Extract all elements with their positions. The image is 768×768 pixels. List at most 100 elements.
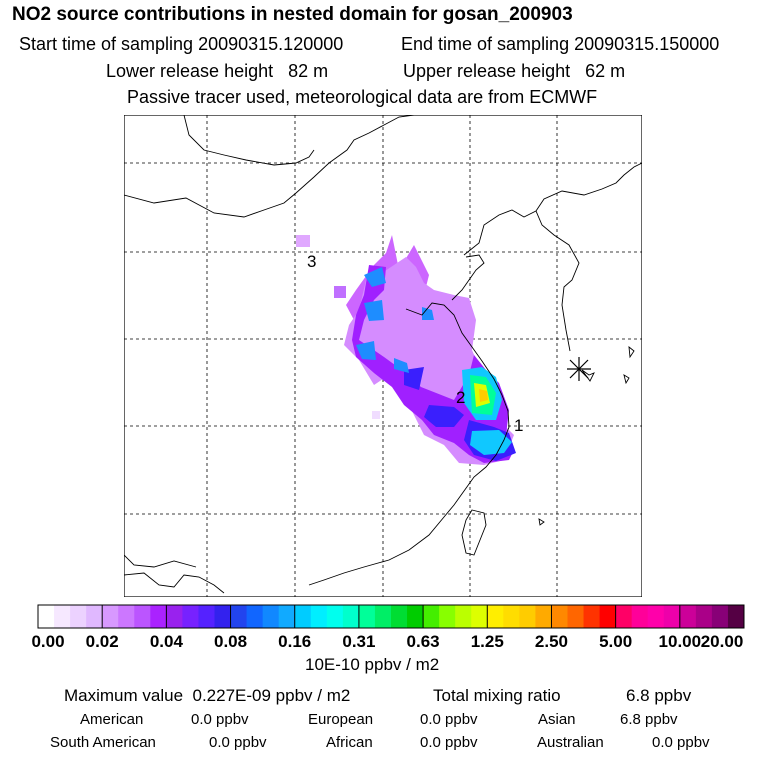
colorbar-cell bbox=[262, 605, 280, 628]
colorbar-tick-label: 20.00 bbox=[700, 632, 744, 651]
upper-label: Upper release height bbox=[403, 61, 571, 81]
upper-value: 62 m bbox=[585, 61, 626, 81]
colorbar-cell bbox=[374, 605, 392, 628]
colorbar-unit: 10E-10 ppbv / m2 bbox=[305, 655, 440, 674]
colorbar-cell bbox=[86, 605, 103, 628]
colorbar-cell bbox=[134, 605, 151, 628]
total-mixing: Total mixing ratio bbox=[433, 686, 561, 706]
colorbar-cell bbox=[679, 605, 697, 628]
colorbar-cell bbox=[471, 605, 488, 628]
colorbar-cell bbox=[166, 605, 183, 628]
colorbar-cell bbox=[118, 605, 135, 628]
colorbar-cell bbox=[391, 605, 408, 628]
colorbar-cell bbox=[615, 605, 633, 628]
colorbar-cell bbox=[358, 605, 376, 628]
colorbar-tick-label: 0.16 bbox=[278, 632, 312, 651]
colorbar-cell bbox=[198, 605, 215, 628]
end-time: End time of sampling 20090315.150000 bbox=[401, 34, 719, 55]
colorbar-cell bbox=[70, 605, 87, 628]
colorbar-cell bbox=[54, 605, 71, 628]
colorbar-cell bbox=[38, 605, 55, 628]
max-value: Maximum value 0.227E-09 ppbv / m2 bbox=[64, 686, 350, 706]
colorbar-cell bbox=[230, 605, 248, 628]
source-label-1: 1 bbox=[514, 416, 523, 435]
colorbar-cell bbox=[182, 605, 199, 628]
total-label: Total mixing ratio bbox=[433, 686, 561, 705]
colorbar-cell bbox=[551, 605, 568, 628]
region-african-name: African bbox=[326, 734, 373, 751]
upper-release: Upper release height 62 m bbox=[403, 61, 625, 82]
colorbar-tick-label: 0.31 bbox=[342, 632, 376, 651]
colorbar-tick-label: 0.08 bbox=[213, 632, 248, 651]
page-title: NO2 source contributions in nested domai… bbox=[12, 4, 573, 25]
region-american-value: 0.0 ppbv bbox=[191, 711, 249, 728]
colorbar-cell bbox=[278, 605, 296, 628]
colorbar-cell bbox=[246, 605, 264, 628]
start-value: 20090315.120000 bbox=[198, 34, 344, 54]
colorbar-cell bbox=[631, 605, 649, 628]
region-southamerican-value: 0.0 ppbv bbox=[209, 734, 267, 751]
colorbar-frame bbox=[37, 604, 745, 629]
lower-release: Lower release height 82 m bbox=[106, 61, 328, 82]
colorbar-cell bbox=[455, 605, 472, 628]
source-label-2: 2 bbox=[456, 388, 465, 407]
concentration-plume bbox=[296, 235, 516, 465]
lower-value: 82 m bbox=[288, 61, 329, 81]
colorbar-tick-label: 2.50 bbox=[534, 632, 568, 651]
colorbar-tick-label: 5.00 bbox=[599, 632, 633, 651]
colorbar-cell bbox=[423, 605, 440, 628]
colorbar-cell bbox=[663, 605, 681, 628]
region-european-value: 0.0 ppbv bbox=[420, 711, 478, 728]
region-australian-value: 0.0 ppbv bbox=[652, 734, 710, 751]
colorbar-tick-label: 10.00 bbox=[658, 632, 702, 651]
colorbar-cell bbox=[342, 605, 360, 628]
region-asian-value: 6.8 ppbv bbox=[620, 711, 678, 728]
colorbar-cell bbox=[711, 605, 729, 628]
region-asian-name: Asian bbox=[538, 711, 576, 728]
colorbar-cell bbox=[326, 605, 344, 628]
start-time: Start time of sampling 20090315.120000 bbox=[19, 34, 343, 55]
colorbar-dividers bbox=[101, 605, 681, 628]
colorbar bbox=[37, 604, 745, 629]
colorbar-cell bbox=[487, 605, 504, 628]
colorbar-cell bbox=[439, 605, 456, 628]
colorbar-cell bbox=[647, 605, 665, 628]
colorbar-cell bbox=[695, 605, 713, 628]
colorbar-cell bbox=[535, 605, 552, 628]
colorbar-tick-label: 1.25 bbox=[470, 632, 504, 651]
tracer-note: Passive tracer used, meteorological data… bbox=[127, 87, 598, 107]
colorbar-cell bbox=[727, 605, 745, 628]
end-label: End time of sampling bbox=[401, 34, 570, 54]
colorbar-tick-label: 0.00 bbox=[31, 632, 65, 651]
colorbar-cell bbox=[102, 605, 119, 628]
colorbar-cell bbox=[310, 605, 328, 628]
region-australian-name: Australian bbox=[537, 734, 604, 751]
colorbar-tick-label: 0.63 bbox=[406, 632, 440, 651]
region-african-value: 0.0 ppbv bbox=[420, 734, 478, 751]
max-label: Maximum value bbox=[64, 686, 184, 705]
colorbar-cell bbox=[503, 605, 520, 628]
colorbar-cells bbox=[38, 605, 745, 628]
region-european-name: European bbox=[308, 711, 374, 728]
colorbar-cell bbox=[150, 605, 167, 628]
colorbar-tick-label: 0.02 bbox=[85, 632, 119, 651]
coastlines bbox=[124, 115, 642, 594]
map-panel: 1 2 3 bbox=[124, 115, 642, 597]
colorbar-cell bbox=[583, 605, 601, 628]
colorbar-cell bbox=[407, 605, 424, 628]
region-southamerican-name: South American bbox=[50, 734, 156, 751]
total-value: 6.8 ppbv bbox=[626, 686, 692, 705]
lower-label: Lower release height bbox=[106, 61, 274, 81]
region-american-name: American bbox=[80, 711, 144, 728]
colorbar-cell bbox=[567, 605, 585, 628]
colorbar-cell bbox=[214, 605, 232, 628]
max-number: 0.227E-09 ppbv / m2 bbox=[192, 686, 351, 705]
colorbar-cell bbox=[294, 605, 312, 628]
colorbar-cell bbox=[599, 605, 617, 628]
colorbar-cell bbox=[519, 605, 536, 628]
source-label-3: 3 bbox=[307, 252, 316, 271]
colorbar-tick-label: 0.04 bbox=[149, 632, 183, 651]
receptor-asterisk-icon bbox=[567, 357, 591, 381]
start-label: Start time of sampling bbox=[19, 34, 194, 54]
end-value: 20090315.150000 bbox=[574, 34, 720, 54]
